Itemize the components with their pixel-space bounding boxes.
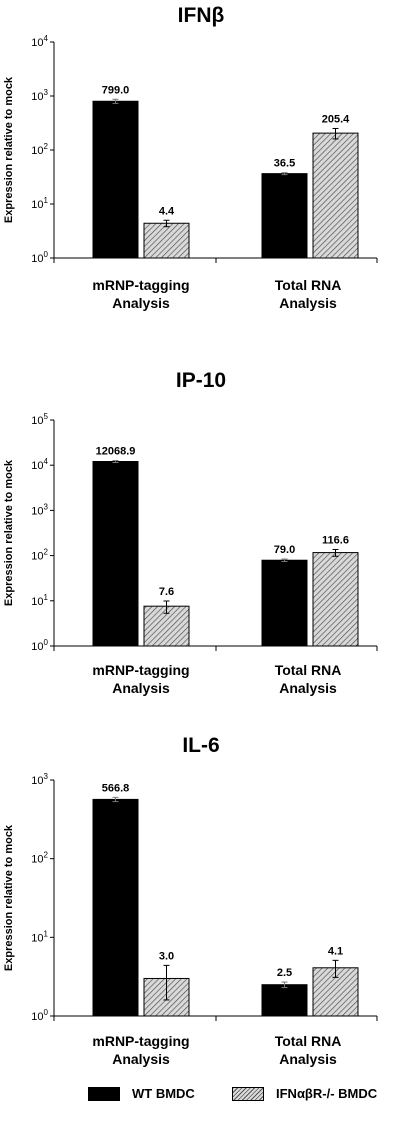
y-tick-label: 105 [31, 412, 48, 427]
category-label: mRNP-tagging [92, 1033, 189, 1049]
y-tick-label: 103 [31, 502, 48, 517]
data-label: 79.0 [274, 544, 295, 556]
data-label: 205.4 [322, 113, 350, 125]
legend-item-ko: IFNαβR-/- BMDC [232, 1086, 377, 1101]
category-label: Analysis [279, 680, 337, 696]
legend-swatch-wt [88, 1086, 120, 1101]
y-tick-label: 101 [31, 929, 48, 944]
data-label: 7.6 [159, 586, 174, 598]
bar-ifnabr-ko [312, 552, 359, 647]
data-label: 799.0 [102, 84, 130, 96]
chart-title: IP-10 [176, 369, 226, 392]
y-tick-label: 103 [31, 88, 48, 103]
category-label: mRNP-tagging [92, 277, 189, 293]
bar-ifnabr-ko [312, 132, 359, 259]
category-label: Total RNA [275, 277, 342, 293]
data-label: 4.1 [328, 945, 343, 957]
y-tick-label: 100 [31, 638, 48, 653]
category-label: Analysis [112, 295, 170, 311]
category-label: Total RNA [275, 1033, 342, 1049]
y-tick-label: 103 [31, 772, 48, 787]
y-tick-label: 102 [31, 142, 48, 157]
bar-wt [92, 100, 139, 259]
category-label: mRNP-tagging [92, 662, 189, 678]
y-axis-label: Expression relative to mock [3, 76, 15, 223]
bar-wt [261, 559, 308, 647]
data-label: 3.0 [159, 950, 174, 962]
category-label: Analysis [112, 1051, 170, 1067]
legend-swatch-ko [232, 1086, 264, 1101]
y-tick-label: 102 [31, 851, 48, 866]
data-label: 36.5 [274, 158, 295, 170]
category-label: Analysis [279, 295, 337, 311]
bar-wt [261, 173, 308, 259]
legend-label-ko: IFNαβR-/- BMDC [276, 1086, 378, 1101]
data-label: 566.8 [102, 782, 130, 794]
category-label: Analysis [279, 1051, 337, 1067]
y-axis-label: Expression relative to mock [3, 824, 15, 971]
bar-ifnabr-ko [143, 222, 190, 259]
category-label: Total RNA [275, 662, 342, 678]
bar-wt [92, 798, 139, 1017]
bar-wt [261, 984, 308, 1017]
data-label: 4.4 [159, 205, 175, 217]
y-tick-label: 104 [31, 34, 48, 49]
y-tick-label: 104 [31, 457, 48, 472]
data-label: 12068.9 [96, 446, 136, 458]
y-tick-label: 101 [31, 196, 48, 211]
category-label: Analysis [112, 680, 170, 696]
y-tick-label: 102 [31, 548, 48, 563]
legend-item-wt: WT BMDC [88, 1086, 195, 1101]
y-tick-label: 100 [31, 1008, 48, 1023]
y-tick-label: 101 [31, 593, 48, 608]
y-axis-label: Expression relative to mock [3, 459, 15, 606]
data-label: 2.5 [277, 967, 292, 979]
chart-title: IL-6 [182, 734, 219, 757]
data-label: 116.6 [322, 534, 349, 546]
bar-wt [92, 461, 139, 647]
y-tick-label: 100 [31, 250, 48, 265]
legend: WT BMDC IFNαβR-/- BMDC [0, 1086, 403, 1116]
legend-label-wt: WT BMDC [132, 1086, 195, 1101]
chart-title: IFNβ [178, 4, 225, 27]
